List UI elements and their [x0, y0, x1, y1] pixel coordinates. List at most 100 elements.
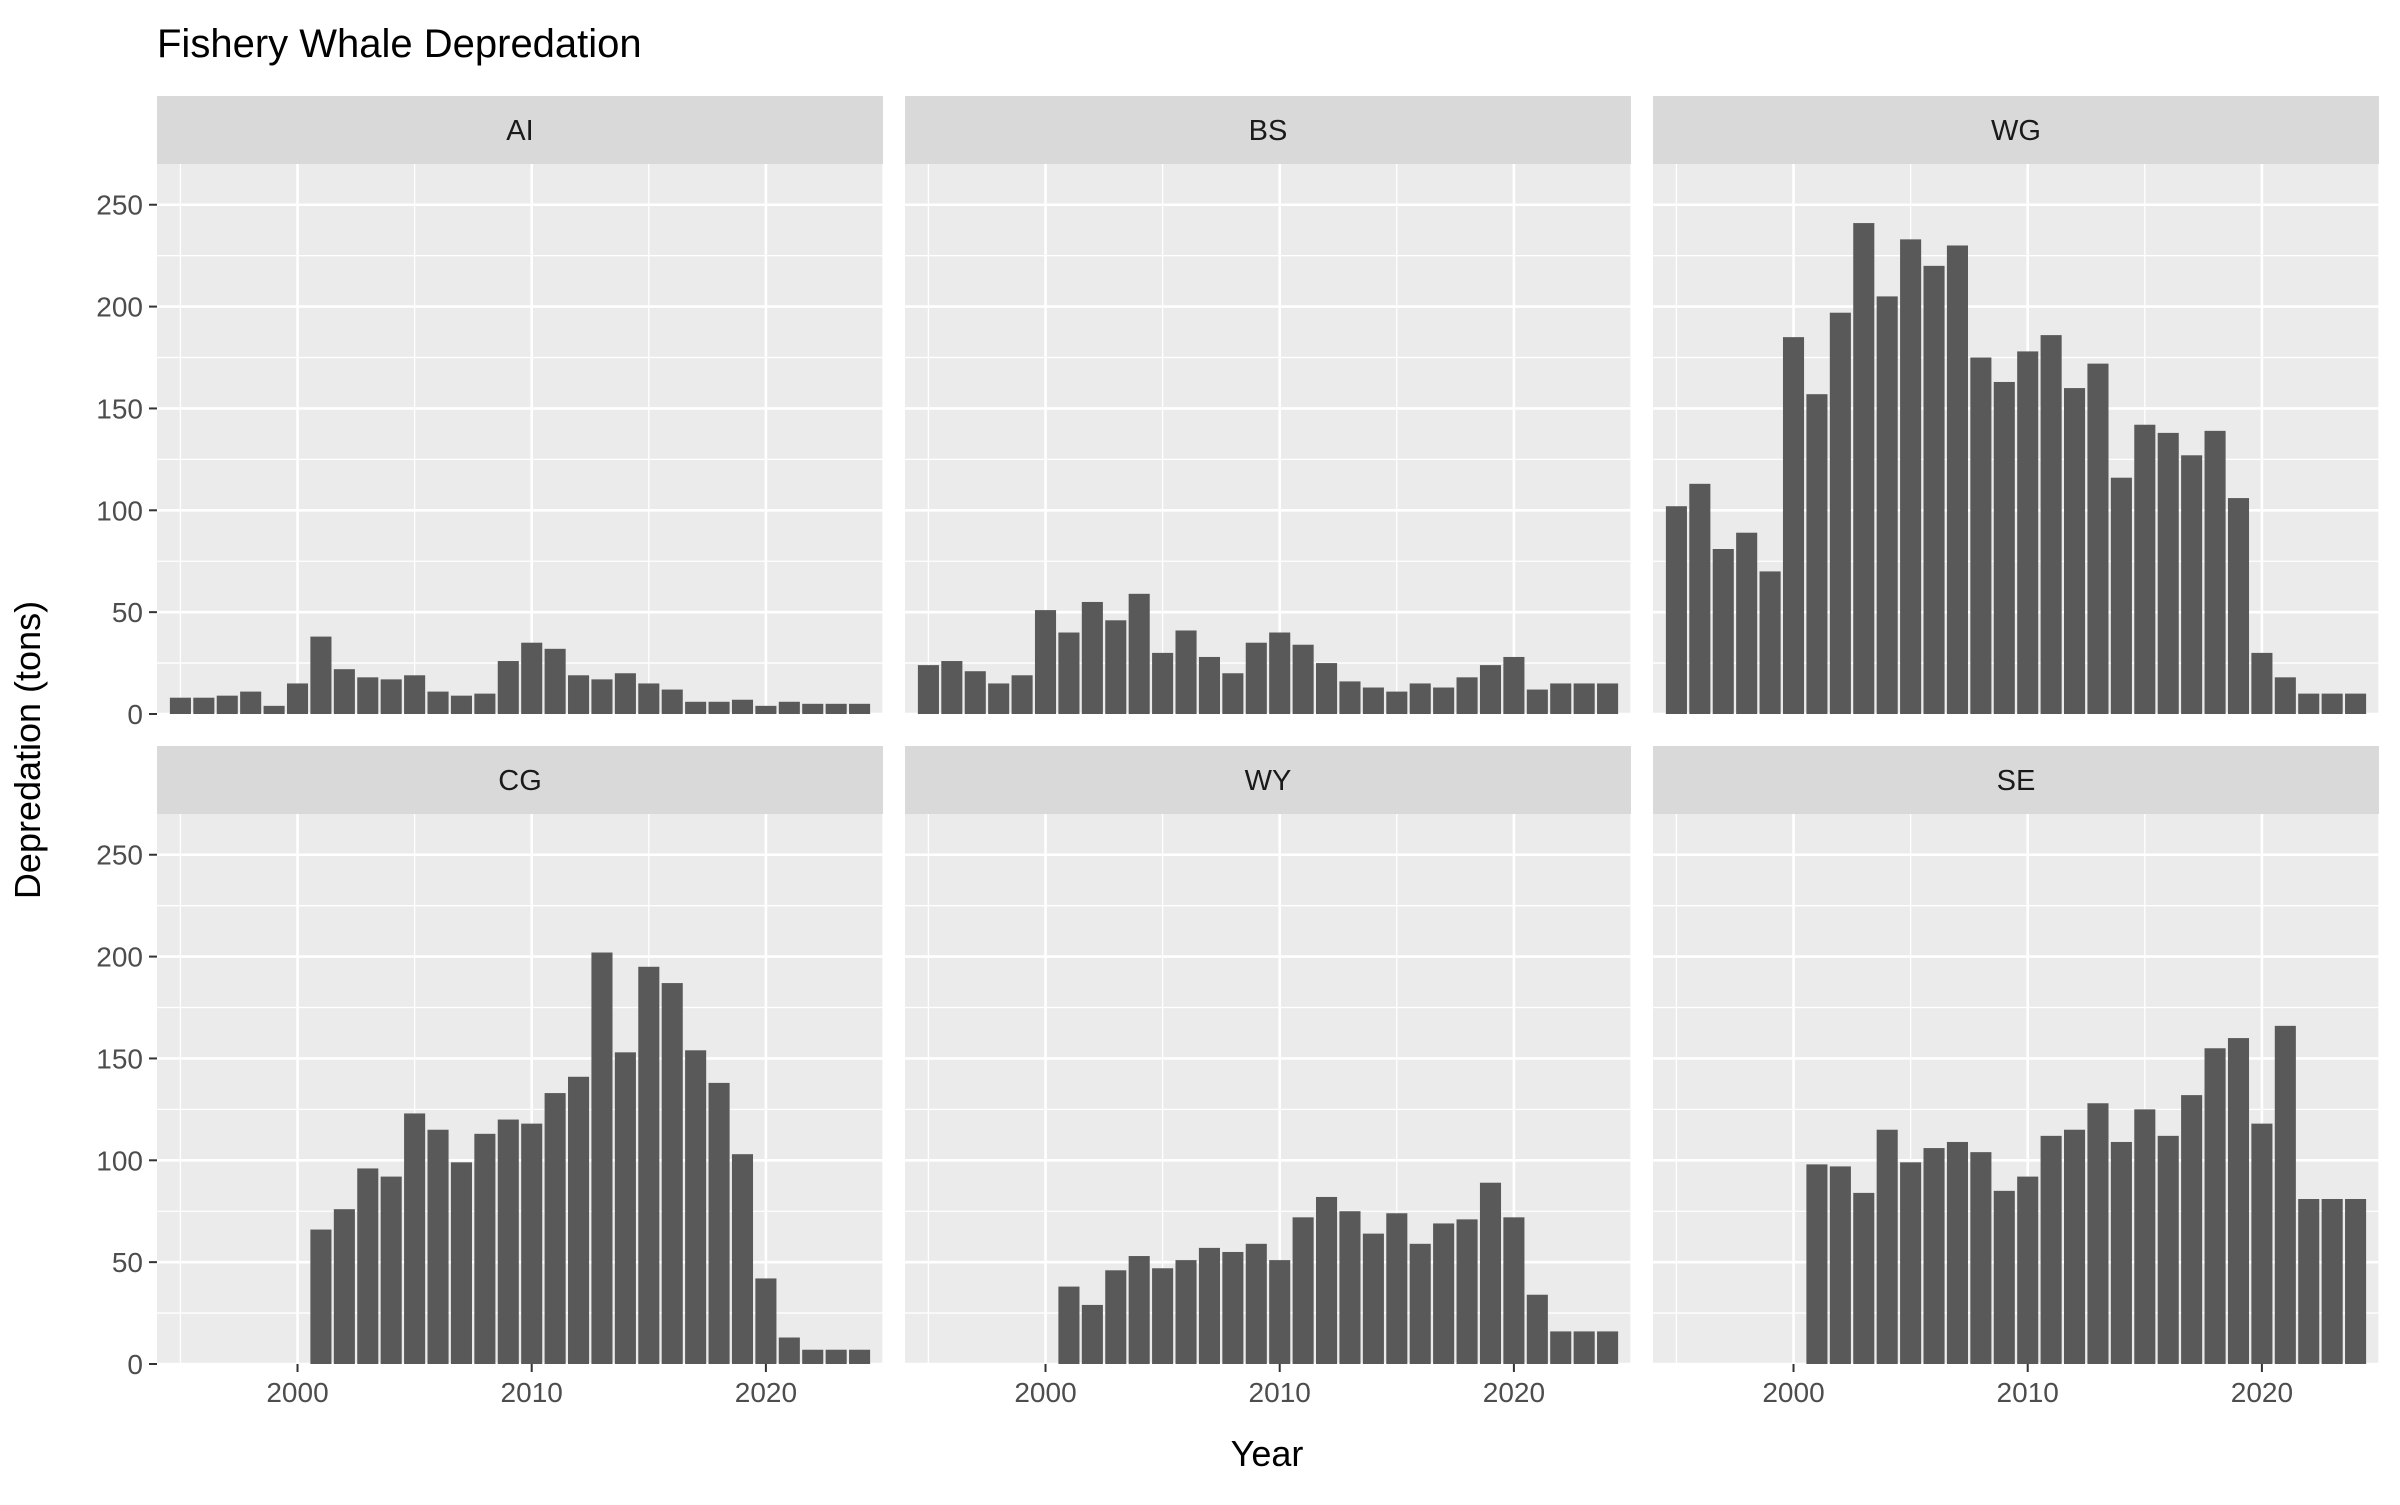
bar-se-2008: [1970, 1152, 1992, 1364]
bar-wy-2020: [1503, 1217, 1525, 1364]
bar-wy-2017: [1433, 1223, 1455, 1364]
bar-cg-2018: [708, 1082, 730, 1364]
bar-se-2001: [1806, 1164, 1828, 1364]
bar-cg-2015: [638, 966, 660, 1364]
bar-se-2002: [1829, 1166, 1851, 1364]
facet-panel-wy: WY 2000 2010 2020: [905, 746, 1632, 1408]
bar-ai-2001: [310, 636, 332, 714]
bar-ai-2004: [380, 679, 402, 714]
bar-ai-2002: [333, 669, 355, 714]
bar-cg-2014: [614, 1052, 636, 1364]
bar-ai-1998: [240, 691, 262, 714]
bar-cg-2006: [427, 1129, 449, 1364]
bar-wg-2011: [2040, 335, 2062, 714]
x-tick-label: 2010: [1997, 1377, 2059, 1408]
facet-strip-label: WY: [1245, 765, 1292, 797]
facet-panel-bs: BS: [905, 96, 1632, 716]
bar-bs-2019: [1479, 665, 1502, 714]
bar-cg-2009: [497, 1119, 519, 1364]
facet-strip: [157, 746, 883, 814]
bar-bs-2002: [1081, 601, 1103, 714]
bar-bs-2004: [1128, 593, 1150, 714]
bar-ai-1999: [263, 705, 285, 714]
bar-wg-2004: [1876, 296, 1898, 714]
x-tick-label: 2010: [501, 1377, 563, 1408]
bar-cg-2001: [310, 1229, 332, 1364]
bar-wy-2021: [1526, 1294, 1548, 1364]
x-tick-label: 2000: [1762, 1377, 1824, 1408]
bar-se-2006: [1923, 1148, 1945, 1364]
facet-strip-label: SE: [1997, 765, 2036, 797]
bar-ai-2014: [614, 673, 636, 714]
bar-ai-2010: [521, 642, 543, 714]
bar-ai-2016: [661, 689, 683, 714]
bar-cg-2010: [521, 1123, 543, 1364]
bar-se-2019: [2227, 1038, 2250, 1364]
bar-bs-2020: [1503, 656, 1525, 714]
y-axis-title: Depredation (tons): [7, 601, 48, 899]
bar-wg-2001: [1806, 394, 1828, 714]
bar-wy-2023: [1573, 1331, 1595, 1364]
bar-bs-2003: [1105, 620, 1127, 714]
bar-wg-2021: [2274, 677, 2296, 714]
facet-panel-ai: AI 0 50 100 150 200 250: [96, 96, 884, 730]
bar-wy-2024: [1597, 1331, 1619, 1364]
bar-cg-2021: [778, 1337, 800, 1364]
bar-bs-2008: [1222, 673, 1244, 714]
bar-cg-2016: [661, 983, 683, 1364]
bar-bs-2018: [1456, 677, 1478, 714]
bar-cg-2011: [544, 1093, 566, 1364]
bar-wg-2003: [1853, 223, 1875, 714]
facet-strip-label: CG: [498, 765, 542, 797]
x-tick-label: 2020: [735, 1377, 797, 1408]
bar-ai-2023: [825, 703, 847, 714]
bar-se-2005: [1900, 1162, 1922, 1364]
bar-bs-2014: [1362, 687, 1384, 714]
facet-panels: AI 0 50 100 150 200 250 BS WG CG 0 50 100 150 200 250 20…: [96, 96, 2380, 1408]
bar-ai-2015: [638, 683, 660, 714]
bar-se-2017: [2181, 1095, 2203, 1364]
bar-ai-2003: [357, 677, 379, 714]
bar-wy-2010: [1269, 1260, 1291, 1364]
bar-se-2013: [2087, 1103, 2109, 1364]
bar-cg-2003: [357, 1168, 379, 1364]
bar-wg-1997: [1712, 549, 1734, 714]
bar-ai-2012: [568, 675, 590, 714]
bar-se-2021: [2274, 1025, 2296, 1364]
bar-wg-2018: [2204, 430, 2226, 714]
bar-bs-2011: [1292, 644, 1314, 714]
bar-wy-2011: [1292, 1217, 1314, 1364]
bar-wg-2002: [1829, 312, 1851, 714]
bar-wg-2010: [2017, 351, 2039, 714]
bar-bs-2006: [1175, 630, 1197, 714]
bar-wy-2008: [1222, 1251, 1244, 1364]
bar-bs-2022: [1550, 683, 1572, 714]
bar-wg-2013: [2087, 363, 2109, 714]
bar-bs-2005: [1152, 652, 1174, 714]
bar-se-2003: [1853, 1192, 1875, 1364]
facet-strip-label: BS: [1249, 115, 1288, 147]
bar-cg-2013: [591, 952, 613, 1364]
bar-ai-1995: [169, 697, 191, 714]
x-tick-label: 2020: [1483, 1377, 1545, 1408]
x-tick-label: 2000: [266, 1377, 328, 1408]
bar-cg-2022: [802, 1349, 824, 1364]
bar-wg-2008: [1970, 357, 1992, 714]
bar-ai-2019: [731, 699, 754, 714]
facet-strip: [1653, 746, 2379, 814]
bar-se-2012: [2064, 1129, 2086, 1364]
bar-se-2022: [2298, 1199, 2320, 1364]
bar-ai-2005: [404, 675, 426, 714]
facet-panel-se: SE 2000 2010 2020: [1653, 746, 2380, 1408]
facet-panel-cg: CG 0 50 100 150 200 250 2000 2010 2020: [96, 746, 884, 1408]
bar-wg-2007: [1946, 245, 1968, 714]
bar-bs-1999: [1011, 675, 1033, 714]
bar-bs-2009: [1245, 642, 1267, 714]
bar-ai-2011: [544, 648, 566, 714]
bar-se-2011: [2040, 1135, 2062, 1364]
bar-bs-2023: [1573, 683, 1595, 714]
bar-wy-2002: [1081, 1304, 1103, 1364]
bar-wg-1996: [1689, 483, 1711, 714]
bar-se-2014: [2110, 1141, 2132, 1364]
bar-bs-2021: [1526, 689, 1548, 714]
